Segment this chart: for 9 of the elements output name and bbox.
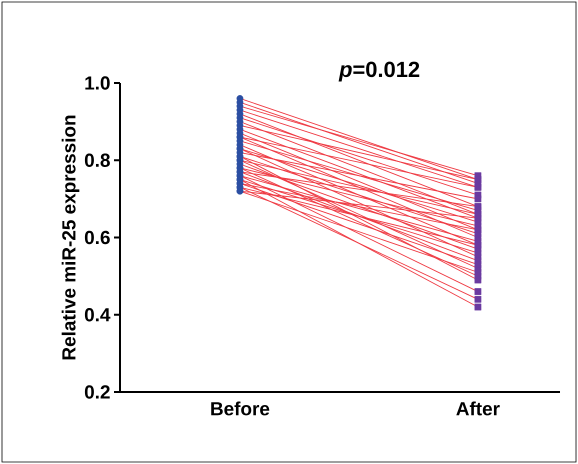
y-tick-label: 1.0 <box>85 76 110 90</box>
y-axis-title: Relative miR-25 expression <box>62 116 80 360</box>
y-tick-label: 0.6 <box>84 230 110 244</box>
y-tick-label: 0.2 <box>84 385 110 399</box>
y-tick-label: 0.4 <box>84 308 110 322</box>
x-tick-label: Before <box>211 402 270 416</box>
y-tick-label: 0.8 <box>84 154 110 167</box>
x-tick-label: After <box>456 402 500 416</box>
chart-title: p=0.012 <box>338 62 420 82</box>
